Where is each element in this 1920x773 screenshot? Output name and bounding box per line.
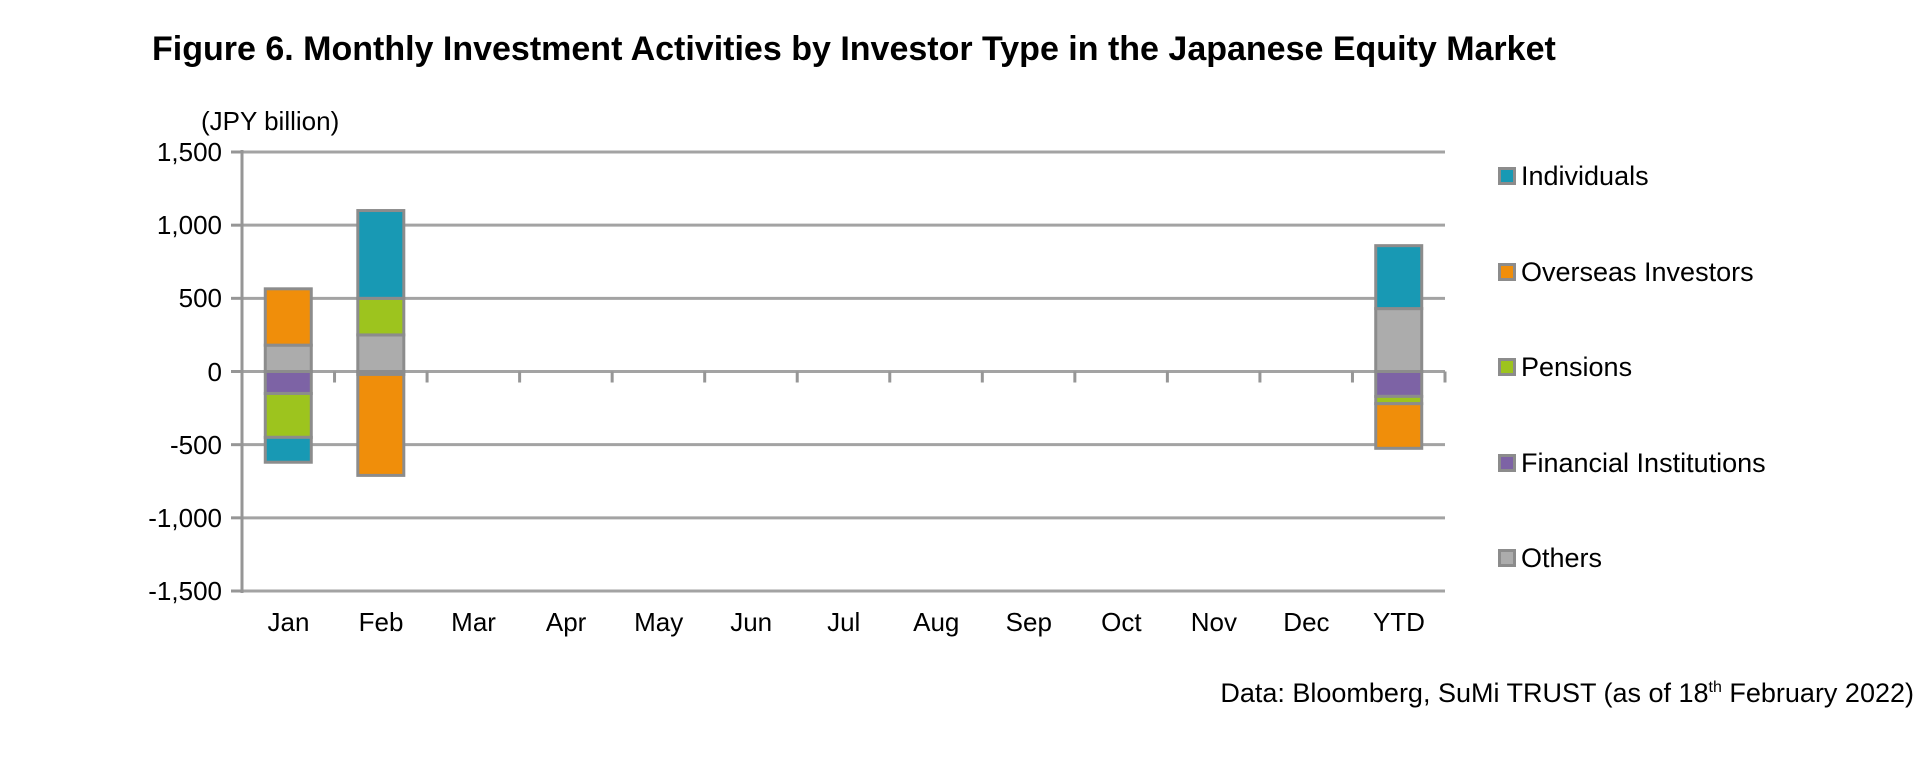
x-tick-label-ytd: YTD [1372, 607, 1425, 637]
source-note-superscript: th [1708, 679, 1722, 696]
y-tick-label: 1,500 [156, 137, 222, 167]
source-note-text: Data: Bloomberg, SuMi TRUST (as of 18 [1220, 678, 1709, 708]
x-tick-label-aug: Aug [913, 607, 960, 637]
x-tick-label-jan: Jan [267, 607, 310, 637]
y-tick-label: -1,500 [148, 576, 222, 606]
x-tick-label-feb: Feb [358, 607, 404, 637]
y-tick-label: 500 [178, 283, 222, 314]
bar-segment-individuals-feb [356, 209, 406, 300]
x-tick-label-apr: Apr [545, 607, 587, 637]
bar-segment-overseas-investors-jan [263, 287, 313, 347]
y-tick-label: 0 [207, 356, 222, 387]
source-note-suffix: February 2022) [1721, 678, 1914, 708]
legend-swatch-icon [1498, 358, 1516, 376]
legend-swatch-icon [1498, 167, 1516, 185]
x-tick-label-may: May [634, 607, 684, 637]
y-tick-label: -1,000 [148, 502, 222, 533]
bar-segment-others-jan [263, 343, 313, 374]
y-axis-unit-label: (JPY billion) [201, 106, 340, 136]
bar-segment-overseas-investors-ytd [1374, 402, 1424, 450]
bar-segment-financial-institutions-ytd [1374, 370, 1424, 398]
bar-segment-pensions-feb [356, 296, 406, 337]
chart-title: Figure 6. Monthly Investment Activities … [152, 30, 1556, 68]
legend-swatch-icon [1498, 262, 1516, 281]
y-tick-label: -500 [169, 429, 222, 460]
legend-item-individuals: Individuals [1498, 162, 1649, 190]
data-source-note: Data: Bloomberg, SuMi TRUST (as of 18th … [1220, 678, 1914, 709]
legend-item-pensions: Pensions [1498, 353, 1632, 381]
legend-label: Overseas Investors [1521, 256, 1754, 287]
legend-swatch-icon [1498, 549, 1516, 567]
bar-segment-pensions-jan [263, 391, 313, 439]
legend-item-others: Others [1498, 544, 1602, 572]
x-tick-label-nov: Nov [1190, 607, 1237, 637]
y-tick-label: 1,000 [156, 210, 222, 241]
bar-segment-individuals-ytd [1374, 244, 1424, 311]
legend-item-financial-institutions: Financial Institutions [1498, 449, 1766, 477]
legend-label: Pensions [1521, 352, 1633, 382]
bar-segment-financial-institutions-jan [263, 370, 313, 395]
legend-label: Financial Institutions [1521, 447, 1766, 478]
legend-item-overseas-investors: Overseas Investors [1498, 258, 1754, 286]
bar-segment-individuals-jan [263, 435, 313, 464]
x-tick-label-sep: Sep [1005, 607, 1052, 637]
bar-segment-overseas-investors-feb [356, 372, 406, 477]
x-tick-label-jun: Jun [730, 607, 773, 637]
legend-swatch-icon [1498, 453, 1516, 472]
x-tick-label-dec: Dec [1283, 607, 1330, 637]
legend-label: Individuals [1521, 161, 1649, 191]
x-tick-label-oct: Oct [1101, 607, 1142, 637]
x-tick-label-mar: Mar [451, 607, 496, 637]
bar-segment-others-feb [356, 333, 406, 373]
legend-label: Others [1521, 543, 1603, 573]
bar-segment-others-ytd [1374, 307, 1424, 373]
x-tick-label-jul: Jul [827, 607, 861, 637]
